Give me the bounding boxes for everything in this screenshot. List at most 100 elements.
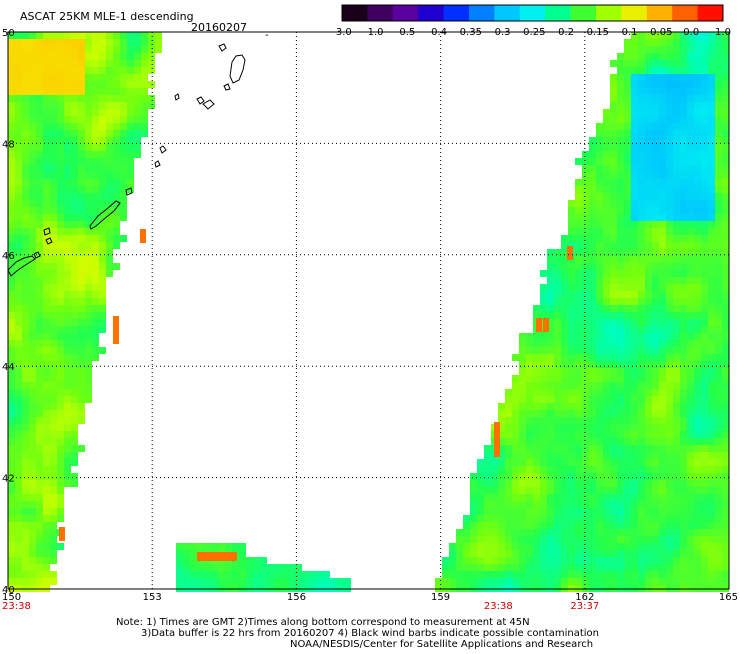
heatmap-cell bbox=[638, 263, 645, 270]
heatmap-cell bbox=[561, 431, 568, 438]
heatmap-cell bbox=[561, 256, 568, 263]
heatmap-cell bbox=[15, 396, 22, 403]
heatmap-cell bbox=[631, 74, 638, 81]
heatmap-cell bbox=[617, 81, 624, 88]
heatmap-cell bbox=[57, 487, 64, 494]
heatmap-cell bbox=[589, 172, 596, 179]
heatmap-cell bbox=[78, 95, 85, 102]
heatmap-cell bbox=[547, 557, 554, 564]
heatmap-cell bbox=[631, 284, 638, 291]
heatmap-cell bbox=[617, 298, 624, 305]
heatmap-cell bbox=[610, 74, 617, 81]
heatmap-cell bbox=[505, 431, 512, 438]
heatmap-cell bbox=[603, 529, 610, 536]
heatmap-cell bbox=[50, 179, 57, 186]
heatmap-cell bbox=[484, 515, 491, 522]
heatmap-cell bbox=[64, 81, 71, 88]
heatmap-cell bbox=[638, 508, 645, 515]
heatmap-cell bbox=[92, 340, 99, 347]
heatmap-cell bbox=[29, 32, 36, 39]
heatmap-cell bbox=[694, 298, 701, 305]
heatmap-cell bbox=[575, 263, 582, 270]
heatmap-cell bbox=[722, 151, 729, 158]
heatmap-cell bbox=[680, 326, 687, 333]
heatmap-cell bbox=[610, 501, 617, 508]
heatmap-cell bbox=[50, 508, 57, 515]
heatmap-cell bbox=[78, 333, 85, 340]
heatmap-cell bbox=[687, 438, 694, 445]
heatmap-cell bbox=[687, 550, 694, 557]
heatmap-cell bbox=[547, 389, 554, 396]
heatmap-cell bbox=[92, 319, 99, 326]
heatmap-cell bbox=[617, 116, 624, 123]
heatmap-cell bbox=[687, 263, 694, 270]
heatmap-cell bbox=[617, 242, 624, 249]
heatmap-cell bbox=[134, 116, 141, 123]
heatmap-cell bbox=[680, 109, 687, 116]
heatmap-cell bbox=[106, 74, 113, 81]
heatmap-cell bbox=[29, 277, 36, 284]
heatmap-cell bbox=[603, 550, 610, 557]
heatmap-cell bbox=[547, 578, 554, 585]
heatmap-cell bbox=[638, 382, 645, 389]
heatmap-cell bbox=[8, 578, 15, 585]
heatmap-cell bbox=[715, 32, 722, 39]
heatmap-cell bbox=[78, 88, 85, 95]
heatmap-cell bbox=[22, 228, 29, 235]
heatmap-cell bbox=[701, 270, 708, 277]
heatmap-cell bbox=[498, 487, 505, 494]
heatmap-cell bbox=[22, 109, 29, 116]
heatmap-cell bbox=[106, 102, 113, 109]
heatmap-cell bbox=[652, 347, 659, 354]
heatmap-cell bbox=[120, 81, 127, 88]
heatmap-cell bbox=[120, 102, 127, 109]
heatmap-cell bbox=[680, 200, 687, 207]
heatmap-cell bbox=[43, 67, 50, 74]
heatmap-cell bbox=[582, 221, 589, 228]
heatmap-cell bbox=[589, 445, 596, 452]
heatmap-cell-high bbox=[113, 330, 119, 344]
heatmap-cell bbox=[589, 144, 596, 151]
heatmap-cell bbox=[610, 459, 617, 466]
heatmap-cell bbox=[36, 88, 43, 95]
heatmap-cell bbox=[652, 389, 659, 396]
heatmap-cell bbox=[470, 480, 477, 487]
heatmap-cell bbox=[519, 347, 526, 354]
heatmap-cell bbox=[596, 347, 603, 354]
heatmap-cell bbox=[673, 361, 680, 368]
heatmap-cell bbox=[638, 501, 645, 508]
heatmap-cell bbox=[43, 536, 50, 543]
heatmap-cell bbox=[722, 410, 729, 417]
heatmap-cell bbox=[526, 445, 533, 452]
heatmap-cell bbox=[57, 60, 64, 67]
heatmap-cell bbox=[57, 410, 64, 417]
heatmap-cell bbox=[610, 214, 617, 221]
heatmap-cell bbox=[638, 151, 645, 158]
heatmap-cell bbox=[505, 452, 512, 459]
heatmap-cell bbox=[8, 417, 15, 424]
heatmap-cell bbox=[589, 522, 596, 529]
heatmap-cell bbox=[610, 284, 617, 291]
heatmap-cell bbox=[603, 326, 610, 333]
heatmap-cell bbox=[659, 256, 666, 263]
heatmap-cell bbox=[582, 550, 589, 557]
heatmap-cell bbox=[666, 144, 673, 151]
heatmap-cell bbox=[540, 417, 547, 424]
heatmap-cell bbox=[701, 144, 708, 151]
heatmap-cell bbox=[645, 298, 652, 305]
heatmap-cell bbox=[687, 60, 694, 67]
heatmap-cell bbox=[680, 53, 687, 60]
heatmap-cell bbox=[85, 172, 92, 179]
heatmap-cell bbox=[22, 200, 29, 207]
heatmap-cell bbox=[680, 95, 687, 102]
heatmap-cell bbox=[113, 116, 120, 123]
heatmap-cell bbox=[645, 67, 652, 74]
heatmap-cell bbox=[113, 123, 120, 130]
heatmap-cell bbox=[120, 88, 127, 95]
heatmap-cell bbox=[631, 466, 638, 473]
colorbar-swatch bbox=[342, 5, 368, 21]
heatmap-cell bbox=[694, 312, 701, 319]
heatmap-cell bbox=[596, 186, 603, 193]
heatmap-cell bbox=[603, 424, 610, 431]
heatmap-cell bbox=[8, 452, 15, 459]
